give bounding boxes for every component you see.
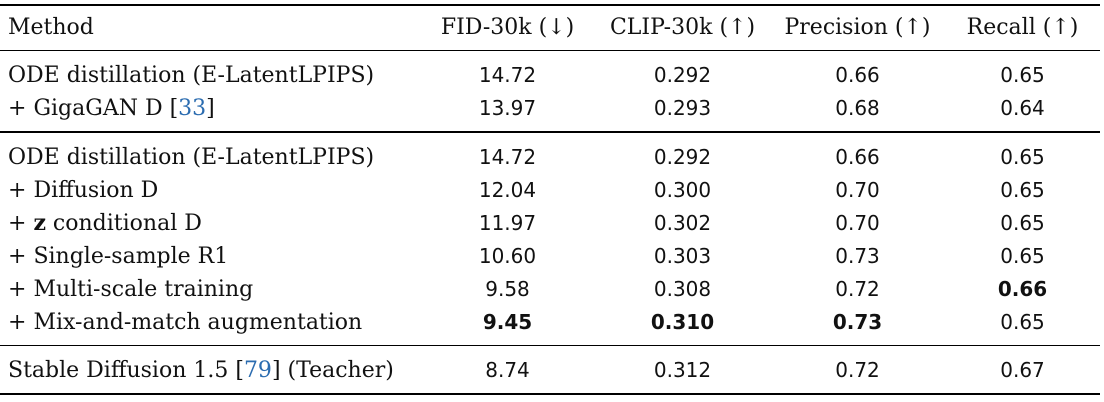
precision-cell: 0.72 (835, 277, 880, 301)
precision-cell: 0.70 (835, 178, 880, 202)
method-cell: + Single-sample R1 (0, 240, 420, 273)
method-label: Stable Diffusion 1.5 [ (8, 358, 244, 383)
method-label: ODE distillation (E-LatentLPIPS) (8, 145, 375, 170)
row-prefix: + (8, 244, 34, 269)
recall-cell: 0.64 (1000, 96, 1045, 120)
method-cell: + Multi-scale training (0, 273, 420, 306)
method-cell: + z conditional D (0, 207, 420, 240)
bold-variable: z (33, 210, 46, 236)
method-suffix: ] (Teacher) (271, 358, 394, 383)
row-prefix: + (8, 96, 34, 121)
citation-link[interactable]: 33 (178, 96, 207, 121)
method-label: ODE distillation (E-LatentLPIPS) (8, 63, 375, 88)
fid-cell: 11.97 (478, 211, 537, 235)
method-cell: Stable Diffusion 1.5 [79] (Teacher) (0, 345, 420, 395)
precision-cell: 0.73 (835, 244, 880, 268)
method-label: GigaGAN D [ (33, 96, 179, 121)
header-row: Method FID-30k (↓) CLIP-30k (↑) Precisio… (0, 4, 1100, 51)
row-prefix: + (8, 211, 34, 236)
precision-cell: 0.66 (835, 63, 880, 87)
precision-cell: 0.72 (770, 345, 945, 395)
table-row: ODE distillation (E-LatentLPIPS) 14.72 0… (0, 131, 1100, 174)
fid-cell: 8.74 (420, 345, 595, 395)
clip-cell: 0.303 (653, 244, 712, 268)
header-recall: Recall (↑) (945, 4, 1100, 51)
recall-cell: 0.65 (1000, 310, 1045, 334)
method-cell: ODE distillation (E-LatentLPIPS) (0, 131, 420, 174)
precision-cell: 0.68 (835, 96, 880, 120)
table-row: + Single-sample R1 10.60 0.303 0.73 0.65 (0, 240, 1100, 273)
clip-cell: 0.300 (653, 178, 712, 202)
method-cell: + Mix-and-match augmentation (0, 306, 420, 346)
recall-cell-best: 0.66 (997, 277, 1048, 301)
fid-cell-best: 9.45 (482, 310, 533, 334)
row-prefix: + (8, 310, 34, 335)
table-row: + Mix-and-match augmentation 9.45 0.310 … (0, 306, 1100, 346)
results-table: Method FID-30k (↓) CLIP-30k (↑) Precisio… (0, 4, 1100, 395)
fid-cell: 13.97 (478, 96, 537, 120)
fid-cell: 10.60 (478, 244, 537, 268)
table-row: Stable Diffusion 1.5 [79] (Teacher) 8.74… (0, 345, 1100, 395)
clip-cell: 0.292 (653, 63, 712, 87)
citation-link[interactable]: 79 (243, 358, 272, 383)
recall-cell: 0.65 (1000, 244, 1045, 268)
method-label: conditional D (45, 211, 202, 236)
header-precision: Precision (↑) (770, 4, 945, 51)
method-cell: + Diffusion D (0, 174, 420, 207)
header-fid: FID-30k (↓) (420, 4, 595, 51)
precision-cell: 0.66 (770, 131, 945, 174)
fid-cell: 14.72 (478, 63, 537, 87)
clip-cell: 0.292 (595, 131, 770, 174)
fid-cell: 12.04 (478, 178, 537, 202)
recall-cell: 0.67 (945, 345, 1100, 395)
method-label: Diffusion D (33, 178, 159, 203)
recall-cell: 0.65 (945, 131, 1100, 174)
method-suffix: ] (206, 96, 215, 121)
row-prefix: + (8, 178, 34, 203)
method-label: Mix-and-match augmentation (33, 310, 363, 335)
table-row: + Diffusion D 12.04 0.300 0.70 0.65 (0, 174, 1100, 207)
recall-cell: 0.65 (1000, 63, 1045, 87)
table-row: + GigaGAN D [33] 13.97 0.293 0.68 0.64 (0, 92, 1100, 132)
header-method: Method (0, 4, 420, 51)
fid-cell: 9.58 (485, 277, 530, 301)
table-row: ODE distillation (E-LatentLPIPS) 14.72 0… (0, 51, 1100, 93)
method-cell: + GigaGAN D [33] (0, 92, 420, 132)
clip-cell: 0.312 (595, 345, 770, 395)
precision-cell-best: 0.73 (832, 310, 883, 334)
row-prefix: + (8, 277, 34, 302)
header-clip: CLIP-30k (↑) (595, 4, 770, 51)
table-row: + z conditional D 11.97 0.302 0.70 0.65 (0, 207, 1100, 240)
recall-cell: 0.65 (1000, 178, 1045, 202)
method-label: Multi-scale training (33, 277, 254, 302)
clip-cell: 0.302 (653, 211, 712, 235)
precision-cell: 0.70 (835, 211, 880, 235)
fid-cell: 14.72 (420, 131, 595, 174)
table-row: + Multi-scale training 9.58 0.308 0.72 0… (0, 273, 1100, 306)
method-cell: ODE distillation (E-LatentLPIPS) (0, 51, 420, 93)
clip-cell-best: 0.310 (650, 310, 715, 334)
method-label: Single-sample R1 (33, 244, 229, 269)
clip-cell: 0.308 (653, 277, 712, 301)
recall-cell: 0.65 (1000, 211, 1045, 235)
clip-cell: 0.293 (653, 96, 712, 120)
